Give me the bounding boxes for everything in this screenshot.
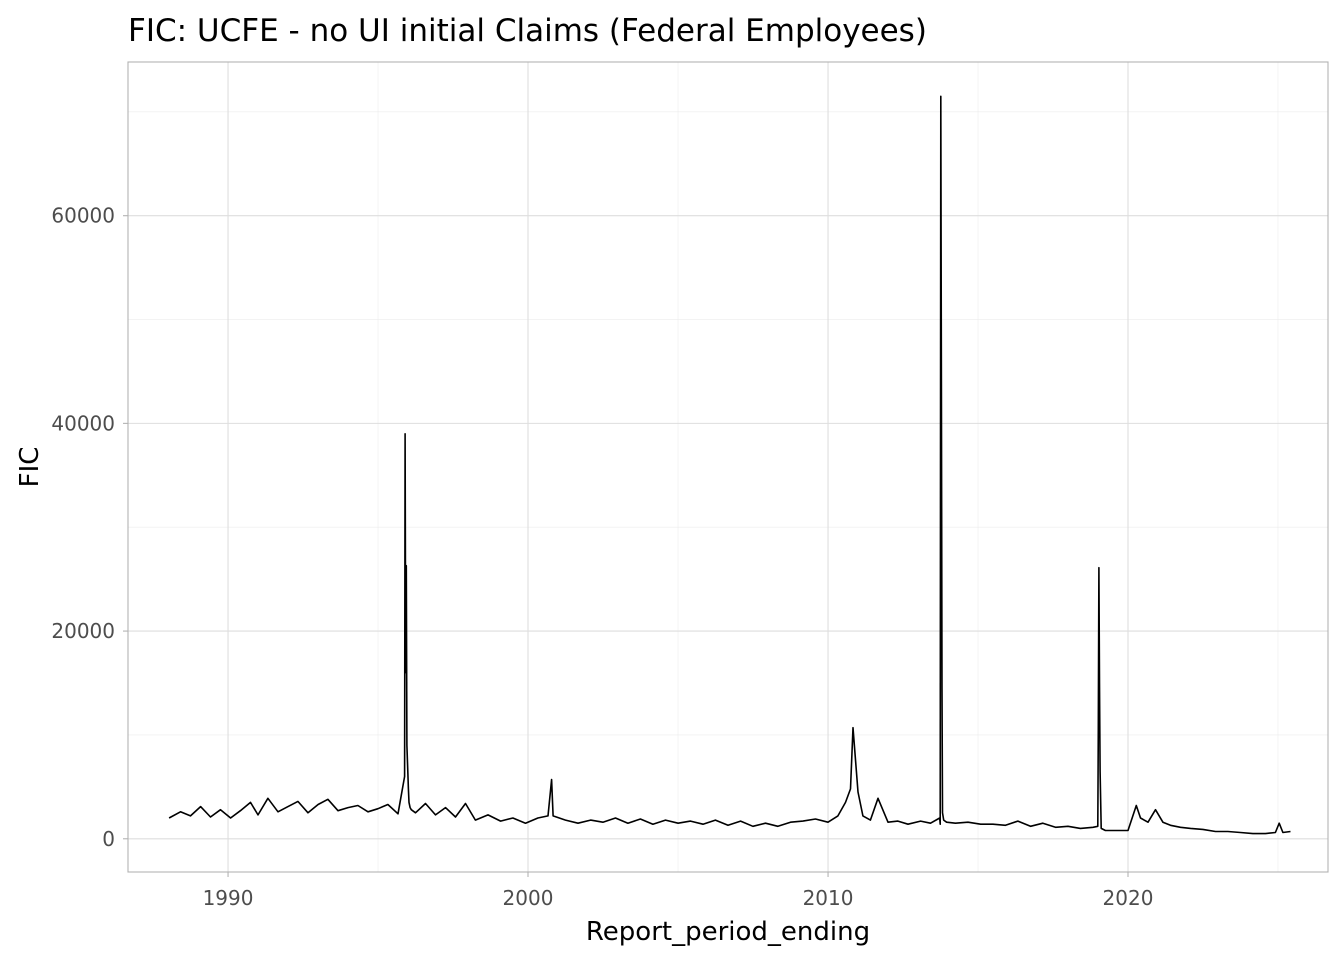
x-axis: 1990 2000 2010 2020	[203, 872, 1154, 910]
x-tick-label-1990: 1990	[203, 886, 254, 910]
y-tick-label-20000: 20000	[51, 619, 115, 643]
x-tick-label-2010: 2010	[803, 886, 854, 910]
minor-gridlines	[128, 62, 1328, 872]
y-axis-title: FIC	[15, 447, 45, 488]
series-line	[168, 95, 1291, 835]
y-axis: 0 20000 40000 60000	[51, 204, 128, 851]
y-tick-label-40000: 40000	[51, 411, 115, 435]
y-tick-label-60000: 60000	[51, 204, 115, 228]
x-tick-label-2000: 2000	[503, 886, 554, 910]
chart-title: FIC: UCFE - no UI initial Claims (Federa…	[128, 13, 927, 49]
panel-border	[127, 61, 1329, 873]
plot-panel	[127, 61, 1329, 873]
y-tick-label-0: 0	[102, 827, 115, 851]
x-axis-title: Report_period_ending	[586, 917, 870, 947]
major-gridlines	[128, 62, 1328, 872]
x-tick-label-2020: 2020	[1103, 886, 1154, 910]
